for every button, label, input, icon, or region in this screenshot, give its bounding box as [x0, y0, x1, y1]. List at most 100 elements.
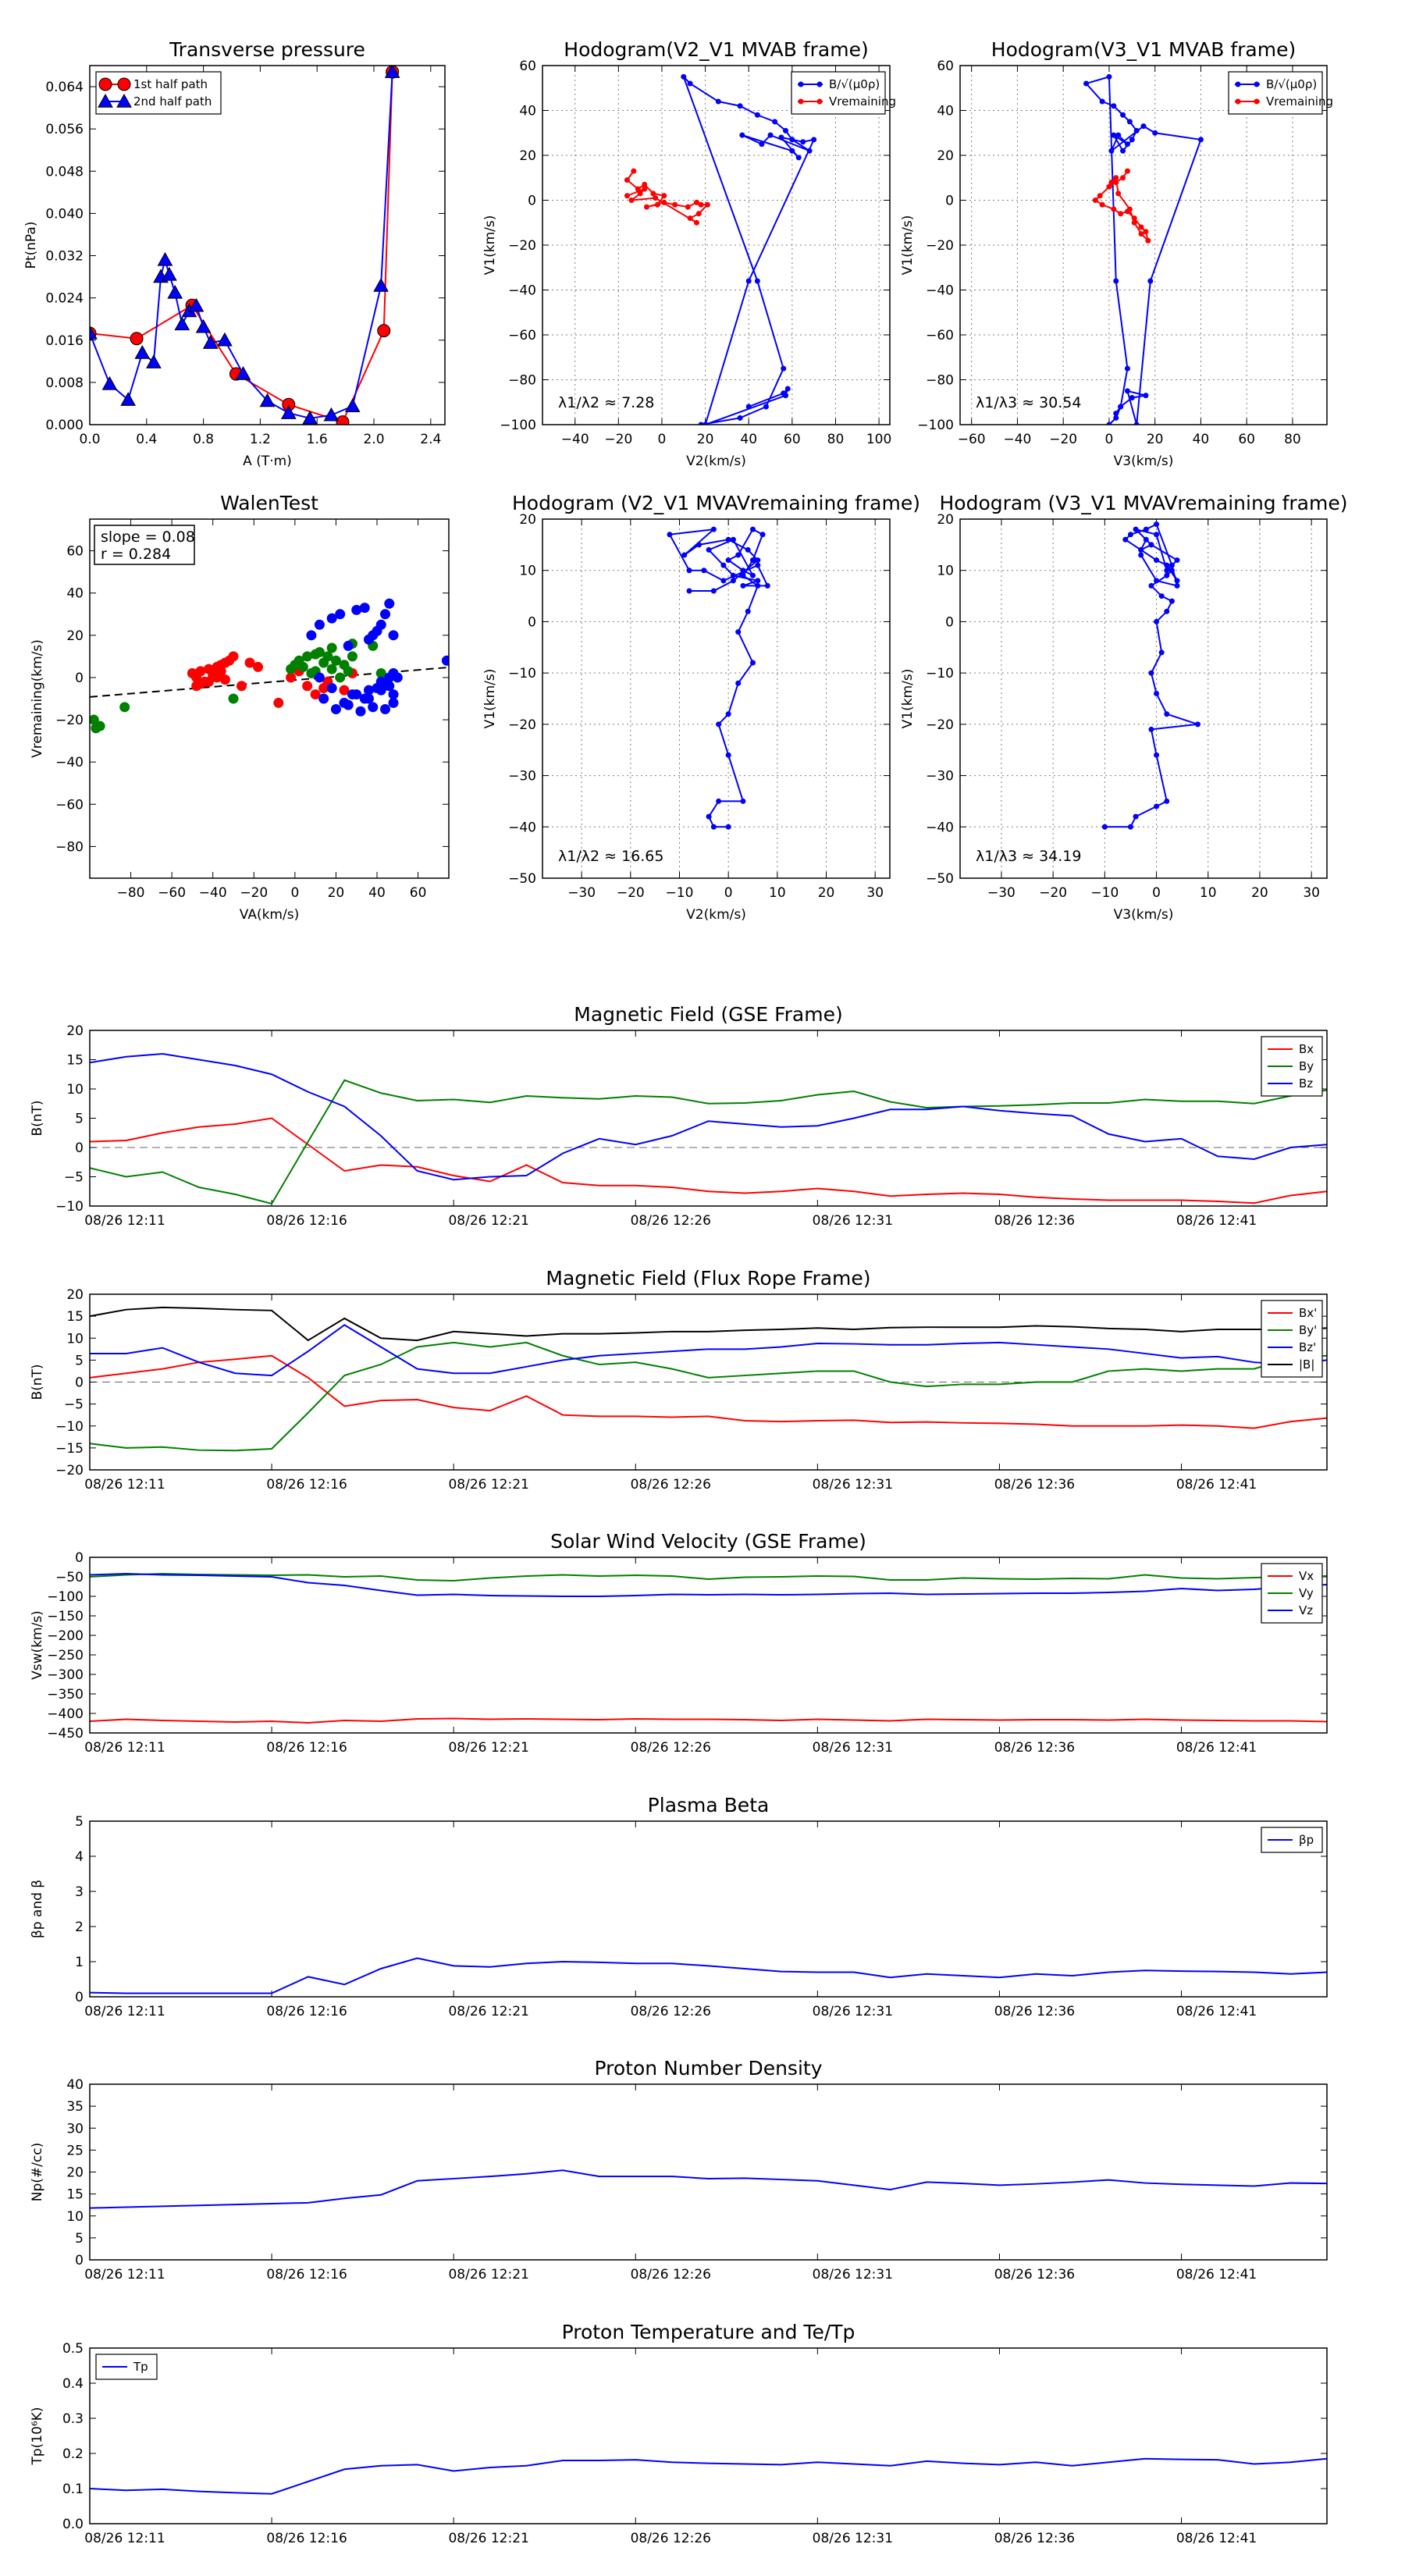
- x-tick-label: −60: [958, 432, 986, 447]
- data-point: [355, 706, 366, 717]
- data-point: [698, 422, 704, 425]
- y-tick-label: −20: [55, 1463, 84, 1478]
- y-tick-label: 0.1: [62, 2482, 84, 2497]
- x-tick-label: 08/26 12:26: [631, 1477, 711, 1493]
- y-tick-label: 3: [75, 1884, 84, 1900]
- y-tick-label: 0: [75, 1550, 84, 1566]
- legend: 1st half path 2nd half path: [95, 71, 222, 115]
- data-point: [759, 141, 765, 148]
- y-tick-label: −80: [926, 373, 954, 389]
- x-tick-label: −20: [604, 432, 632, 447]
- chart-magnetic-field-flux-rope: Magnetic Field (Flux Rope Frame) 08/26 12…: [30, 1267, 1328, 1493]
- y-tick-label: 0: [75, 1990, 84, 2005]
- y-tick-label: 0.2: [62, 2446, 84, 2462]
- data-point: [1115, 132, 1122, 138]
- stats-line: r = 0.284: [101, 546, 171, 563]
- data-point: [653, 195, 659, 201]
- data-point: [1140, 123, 1147, 130]
- data-point: [302, 681, 313, 692]
- x-axis-label: V3(km/s): [1114, 907, 1174, 923]
- data-point: [375, 619, 386, 630]
- data-point: [1111, 206, 1117, 212]
- data-point: [693, 199, 699, 205]
- x-tick-label: −20: [1049, 432, 1077, 447]
- data-point: [754, 112, 760, 118]
- y-tick-label: 10: [66, 2209, 84, 2225]
- data-point: [90, 714, 99, 725]
- data-point: [326, 613, 337, 624]
- data-point: [763, 404, 769, 410]
- data-point: [1108, 180, 1115, 185]
- chart-title: WalenTest: [220, 492, 318, 514]
- data-point: [1148, 542, 1154, 548]
- data-point: [1101, 824, 1108, 830]
- data-point: [1148, 726, 1154, 732]
- legend: βp: [1261, 1827, 1323, 1853]
- y-tick-label: 10: [519, 564, 536, 579]
- data-point: [377, 324, 391, 338]
- data-point: [120, 392, 136, 406]
- y-axis-label: V1(km/s): [900, 215, 916, 276]
- x-tick-label: 08/26 12:21: [448, 1213, 528, 1229]
- data-point: [755, 578, 761, 584]
- data-point: [253, 661, 264, 672]
- x-axis-label: VA(km/s): [240, 907, 299, 923]
- legend-label: Bz': [1299, 1340, 1316, 1354]
- chart-title: Magnetic Field (Flux Rope Frame): [546, 1267, 870, 1290]
- x-tick-label: 08/26 12:16: [266, 1477, 347, 1493]
- eigenvalue-ratio: λ1/λ3 ≈ 34.19: [976, 848, 1081, 865]
- data-point: [1147, 278, 1154, 284]
- legend-label: B/√(μ0ρ): [829, 77, 880, 91]
- x-tick-label: 0: [658, 432, 667, 447]
- x-tick-label: 80: [827, 432, 845, 447]
- y-tick-label: 0: [528, 614, 536, 630]
- data-point: [1118, 404, 1124, 410]
- data-point: [351, 604, 362, 615]
- legend-label: Vy: [1299, 1586, 1314, 1600]
- chart-hodogram-v2-v1-mvav: Hodogram (V2_V1 MVAVremaining frame) −30 −…: [482, 492, 920, 923]
- y-axis-label: V1(km/s): [482, 215, 498, 276]
- chart-title: Hodogram (V3_V1 MVAVremaining frame): [940, 492, 1348, 514]
- series-line: [90, 72, 393, 423]
- legend-marker: [1254, 98, 1260, 105]
- data-point: [1158, 593, 1165, 600]
- axes-frame: [959, 518, 1328, 879]
- x-tick-label: 08/26 12:41: [1176, 1213, 1257, 1229]
- data-point: [745, 546, 751, 553]
- x-axis-label: A (T·m): [243, 454, 292, 469]
- data-point: [344, 398, 361, 413]
- legend-label: By': [1299, 1323, 1317, 1337]
- data-point: [217, 332, 233, 347]
- y-axis-label: βp and β: [30, 1880, 45, 1938]
- data-point: [306, 630, 317, 641]
- data-point: [244, 657, 255, 668]
- x-tick-label: 08/26 12:21: [448, 1477, 528, 1493]
- data-point: [359, 603, 370, 614]
- y-tick-label: 0.048: [45, 164, 84, 180]
- x-tick-label: 08/26 12:11: [84, 2531, 165, 2546]
- y-tick-label: 10: [66, 1082, 84, 1098]
- x-tick-label: 2.0: [363, 432, 384, 447]
- data-point: [800, 139, 806, 145]
- y-axis-label: V1(km/s): [482, 669, 498, 729]
- legend-label: Vx: [1299, 1569, 1314, 1583]
- data-point: [1168, 568, 1175, 574]
- data-point: [188, 297, 205, 312]
- data-point: [388, 689, 399, 700]
- data-point: [1154, 618, 1160, 624]
- axes-frame: [89, 1030, 1328, 1207]
- x-tick-label: 08/26 12:36: [994, 2531, 1075, 2546]
- y-tick-label: 1: [75, 1955, 84, 1970]
- x-tick-label: 100: [866, 432, 891, 447]
- legend-label: By: [1299, 1059, 1314, 1073]
- data-point: [745, 608, 751, 614]
- x-tick-label: 08/26 12:41: [1176, 1740, 1257, 1756]
- data-point: [710, 824, 717, 830]
- axes-frame: [542, 518, 891, 879]
- y-tick-label: 5: [75, 2231, 84, 2247]
- data-point: [1152, 130, 1158, 136]
- series-line: [1084, 76, 1202, 425]
- legend: B/√(μ0ρ) Vremaining: [791, 71, 896, 115]
- chart-title: Hodogram (V2_V1 MVAVremaining frame): [512, 492, 920, 514]
- y-tick-label: −30: [508, 769, 536, 785]
